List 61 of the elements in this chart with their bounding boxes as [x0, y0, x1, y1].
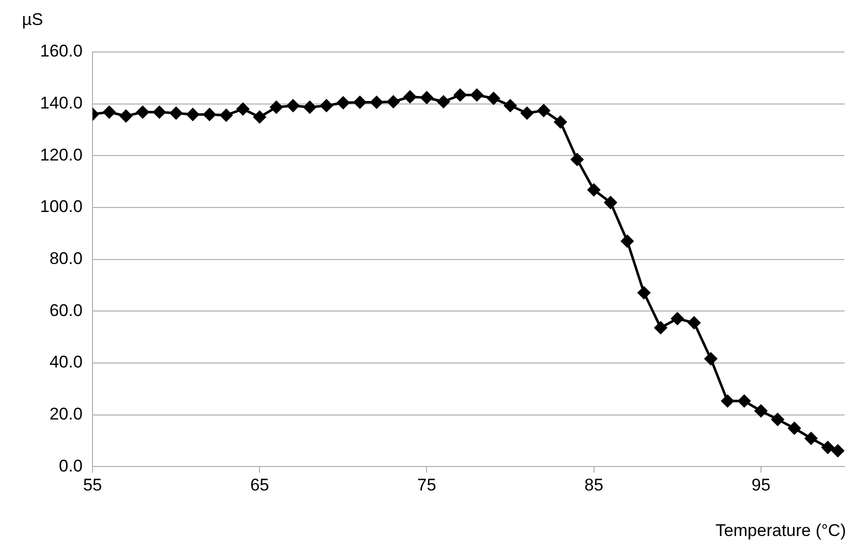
- point: [203, 108, 216, 121]
- point: [304, 100, 316, 114]
- y-axis-title: µS: [22, 10, 44, 30]
- point: [136, 106, 149, 118]
- x-tick-label: 55: [83, 475, 102, 494]
- point: [721, 394, 734, 408]
- point: [354, 96, 366, 109]
- x-tick-label: 75: [417, 475, 436, 494]
- point: [504, 99, 517, 112]
- point: [404, 90, 416, 104]
- point: [387, 96, 400, 108]
- point: [520, 106, 534, 120]
- point: [270, 100, 283, 114]
- y-tick-label: 60.0: [49, 300, 83, 320]
- point: [688, 316, 700, 330]
- point: [454, 88, 466, 102]
- y-tick-label: 40.0: [49, 352, 83, 372]
- x-tick-label: 95: [751, 475, 770, 494]
- x-axis-title: Temperature (°C): [715, 521, 846, 540]
- y-tick-label: 100.0: [40, 197, 83, 216]
- point: [554, 116, 567, 128]
- point: [804, 432, 818, 445]
- point: [621, 234, 634, 248]
- point: [120, 110, 132, 122]
- point: [153, 106, 166, 118]
- point: [286, 99, 300, 112]
- point: [437, 96, 450, 108]
- point: [671, 312, 684, 325]
- y-tick-label: 140.0: [40, 94, 83, 113]
- point: [420, 91, 433, 104]
- y-tick-label: 0.0: [58, 456, 83, 476]
- point: [103, 106, 116, 118]
- point: [654, 321, 667, 334]
- point: [470, 88, 484, 102]
- point: [604, 196, 617, 209]
- point: [704, 352, 718, 366]
- point: [570, 153, 584, 166]
- point: [738, 394, 750, 408]
- point: [253, 110, 266, 124]
- point: [771, 413, 784, 426]
- point: [638, 286, 650, 299]
- point: [320, 99, 333, 112]
- y-tick-label: 120.0: [40, 145, 83, 164]
- x-tick-label: 85: [584, 475, 604, 494]
- point: [186, 108, 200, 121]
- y-tick-label: 20.0: [49, 404, 83, 424]
- y-tick-label: 160.0: [40, 42, 83, 61]
- point: [788, 422, 801, 434]
- point: [170, 106, 182, 120]
- point: [754, 404, 768, 418]
- point: [236, 102, 250, 116]
- y-tick-label: 80.0: [49, 248, 83, 268]
- point: [220, 108, 232, 122]
- point: [487, 92, 500, 105]
- point: [537, 104, 550, 117]
- point: [832, 444, 844, 458]
- point: [822, 441, 834, 454]
- point: [588, 184, 600, 196]
- x-tick-label: 65: [250, 475, 270, 494]
- point: [370, 96, 383, 109]
- point: [336, 96, 350, 110]
